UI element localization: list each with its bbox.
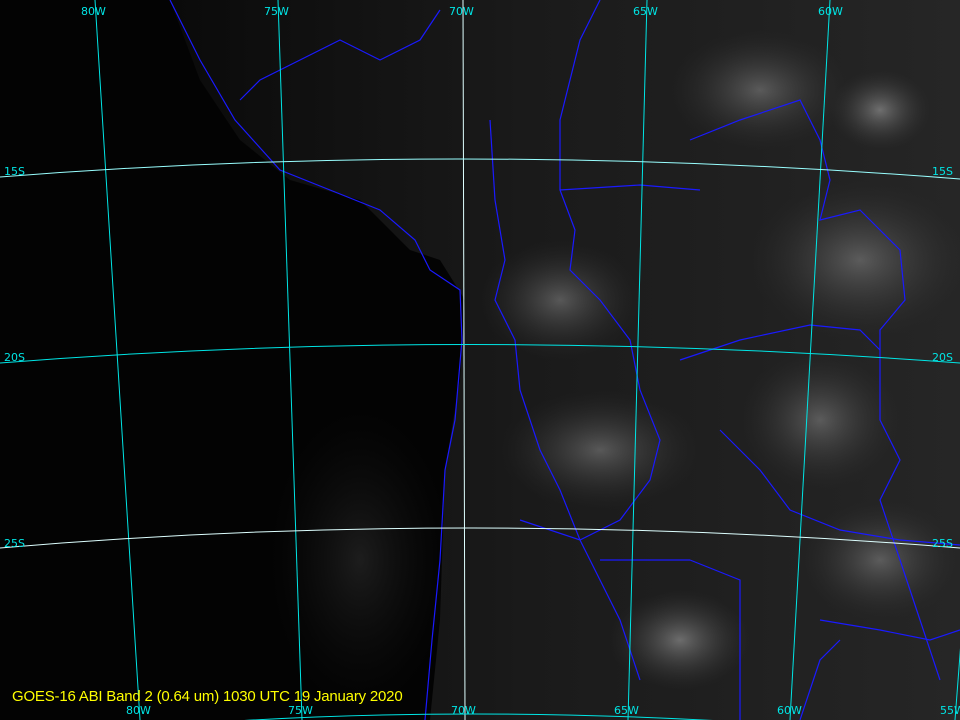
parallel-30s <box>244 713 713 720</box>
lon-label-bottom-70w: 70W <box>451 704 476 717</box>
lon-label-bottom-80w: 80W <box>126 704 151 717</box>
meridian-75w <box>277 0 303 720</box>
lon-label-bottom-60w: 60W <box>777 704 802 717</box>
land-mass <box>170 0 960 720</box>
lat-label-right-20s: 20S <box>932 351 953 364</box>
parallel-15s <box>0 158 960 180</box>
meridian-65w <box>627 0 648 720</box>
meridian-80w <box>94 0 141 720</box>
image-caption: GOES-16 ABI Band 2 (0.64 um) 1030 UTC 19… <box>12 688 403 705</box>
lon-label-top-70w: 70W <box>449 5 474 18</box>
political-borders <box>169 0 960 720</box>
cloud-cover <box>270 30 960 710</box>
lon-label-top-80w: 80W <box>81 5 106 18</box>
lon-label-bottom-65w: 65W <box>614 704 639 717</box>
lon-label-top-60w: 60W <box>818 5 843 18</box>
lat-label-right-15s: 15S <box>932 165 953 178</box>
lon-label-top-75w: 75W <box>264 5 289 18</box>
lat-label-left-20s: 20S <box>4 351 25 364</box>
meridian-70w <box>462 0 466 720</box>
lat-label-left-15s: 15S <box>4 165 25 178</box>
lat-label-left-25s: 25S <box>4 537 25 550</box>
meridian-60w <box>789 0 831 720</box>
lat-label-right-25s: 25S <box>932 537 953 550</box>
parallel-20s <box>0 344 960 364</box>
lon-label-bottom-55w: 55W <box>940 704 960 717</box>
lon-label-bottom-75w: 75W <box>288 704 313 717</box>
parallel-25s <box>0 527 960 549</box>
lon-label-top-65w: 65W <box>633 5 658 18</box>
